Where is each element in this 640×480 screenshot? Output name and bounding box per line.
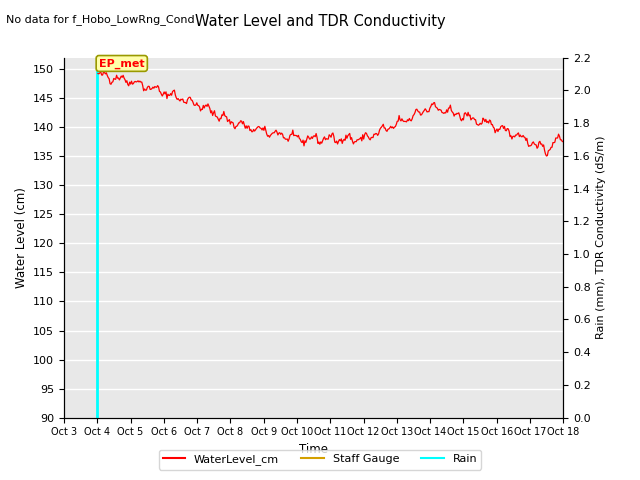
Legend: WaterLevel_cm, Staff Gauge, Rain: WaterLevel_cm, Staff Gauge, Rain [159,450,481,469]
X-axis label: Time: Time [299,443,328,456]
Text: EP_met: EP_met [99,58,145,69]
Y-axis label: Water Level (cm): Water Level (cm) [15,187,28,288]
Text: No data for f_Hobo_LowRng_Cond: No data for f_Hobo_LowRng_Cond [6,14,195,25]
Text: Water Level and TDR Conductivity: Water Level and TDR Conductivity [195,14,445,29]
Y-axis label: Rain (mm), TDR Conductivity (dS/m): Rain (mm), TDR Conductivity (dS/m) [596,136,606,339]
